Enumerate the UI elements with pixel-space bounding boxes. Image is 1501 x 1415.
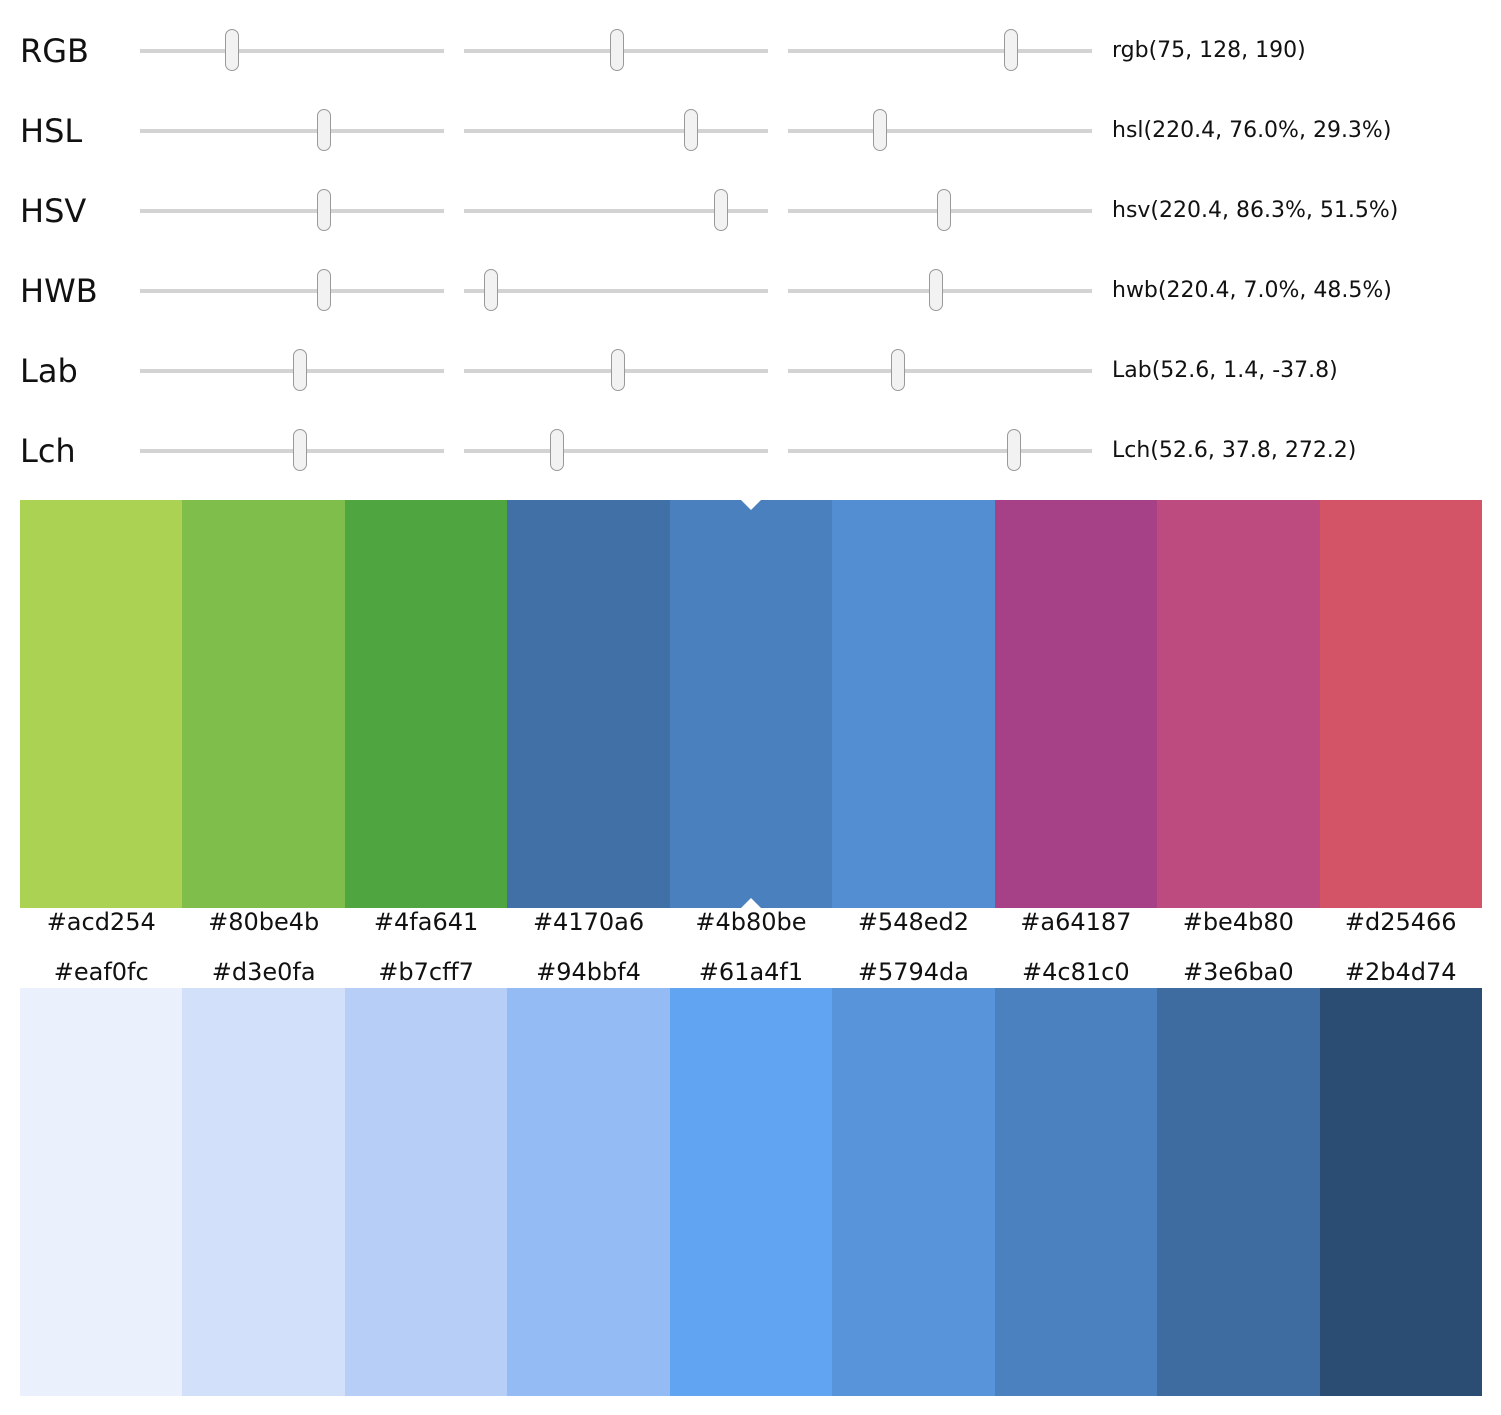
slider-handle[interactable] <box>1004 29 1019 71</box>
slider-row-hsv: HSV hsv(220.4, 86.3%, 51.5%) <box>0 171 1501 251</box>
slider-handle[interactable] <box>484 269 499 311</box>
slider-track[interactable] <box>464 109 768 151</box>
slider-track[interactable] <box>788 109 1092 151</box>
slider-handle[interactable] <box>317 189 332 231</box>
slider-row-lch: Lch Lch(52.6, 37.8, 272.2) <box>0 411 1501 491</box>
swatch-hex-label: #5794da <box>857 958 969 986</box>
model-value: Lch(52.6, 37.8, 272.2) <box>1112 438 1357 463</box>
slider-handle[interactable] <box>225 29 240 71</box>
swatch-hex-label: #548ed2 <box>857 908 969 936</box>
color-swatch[interactable] <box>1157 988 1320 1396</box>
slider-handle[interactable] <box>1007 429 1022 471</box>
slider-track[interactable] <box>140 109 444 151</box>
slider-track[interactable] <box>140 189 444 231</box>
model-value: hsv(220.4, 86.3%, 51.5%) <box>1112 198 1399 223</box>
slider-handle[interactable] <box>714 189 729 231</box>
model-label: HSV <box>20 192 87 230</box>
swatch-hex-label: #eaf0fc <box>53 958 149 986</box>
model-value: Lab(52.6, 1.4, -37.8) <box>1112 358 1338 383</box>
slider-track[interactable] <box>788 349 1092 391</box>
model-value: hsl(220.4, 76.0%, 29.3%) <box>1112 118 1392 143</box>
color-swatch[interactable] <box>182 500 345 908</box>
slider-track[interactable] <box>140 269 444 311</box>
swatch-hex-label: #61a4f1 <box>698 958 804 986</box>
slider-track[interactable] <box>464 349 768 391</box>
color-swatch[interactable] <box>994 988 1158 1396</box>
slider-track[interactable] <box>464 429 768 471</box>
color-swatch[interactable] <box>507 988 670 1396</box>
slider-row-rgb: RGB rgb(75, 128, 190) <box>0 11 1501 91</box>
slider-track[interactable] <box>140 349 444 391</box>
swatch-hex-label: #4fa641 <box>373 908 479 936</box>
color-swatch[interactable] <box>20 988 183 1396</box>
swatch-hex-label: #4b80be <box>695 908 807 936</box>
swatch-hex-label: #2b4d74 <box>1344 958 1457 986</box>
color-swatch[interactable] <box>994 500 1158 908</box>
color-swatch[interactable] <box>669 500 833 908</box>
color-swatch[interactable] <box>1157 500 1320 908</box>
model-value: rgb(75, 128, 190) <box>1112 38 1306 63</box>
model-label: HWB <box>20 272 98 310</box>
slider-handle[interactable] <box>611 349 626 391</box>
slider-track[interactable] <box>788 269 1092 311</box>
slider-handle[interactable] <box>292 349 307 391</box>
swatch-hex-label: #a64187 <box>1020 908 1132 936</box>
slider-handle[interactable] <box>890 349 905 391</box>
color-swatch[interactable] <box>344 500 508 908</box>
harmony-swatch-strip <box>20 500 1482 908</box>
slider-handle[interactable] <box>872 109 887 151</box>
swatch-hex-label: #acd254 <box>46 908 156 936</box>
swatch-hex-label: #4c81c0 <box>1022 958 1130 986</box>
slider-row-hsl: HSL hsl(220.4, 76.0%, 29.3%) <box>0 91 1501 171</box>
color-swatch[interactable] <box>832 988 995 1396</box>
slider-track[interactable] <box>788 189 1092 231</box>
model-label: Lch <box>20 432 76 470</box>
selected-marker-bottom <box>741 898 761 908</box>
slider-handle[interactable] <box>609 29 624 71</box>
color-swatch[interactable] <box>832 500 995 908</box>
color-swatch[interactable] <box>1319 500 1482 908</box>
slider-track[interactable] <box>140 29 444 71</box>
slider-handle[interactable] <box>937 189 952 231</box>
color-swatch[interactable] <box>669 988 833 1396</box>
slider-row-lab: Lab Lab(52.6, 1.4, -37.8) <box>0 331 1501 411</box>
slider-handle[interactable] <box>928 269 943 311</box>
swatch-hex-label: #80be4b <box>208 908 320 936</box>
swatch-hex-label: #94bbf4 <box>536 958 641 986</box>
color-swatch[interactable] <box>344 988 508 1396</box>
slider-track[interactable] <box>788 429 1092 471</box>
swatch-hex-label: #b7cff7 <box>378 958 474 986</box>
color-swatch[interactable] <box>20 500 183 908</box>
color-swatch[interactable] <box>182 988 345 1396</box>
shade-labels: #eaf0fc #d3e0fa #b7cff7 #94bbf4 #61a4f1 #5794… <box>20 958 1482 986</box>
model-label: HSL <box>20 112 83 150</box>
model-label: Lab <box>20 352 78 390</box>
slider-track[interactable] <box>140 429 444 471</box>
shade-swatch-strip <box>20 988 1482 1396</box>
swatch-hex-label: #4170a6 <box>532 908 645 936</box>
color-swatch[interactable] <box>1319 988 1482 1396</box>
slider-track[interactable] <box>464 29 768 71</box>
model-value: hwb(220.4, 7.0%, 48.5%) <box>1112 278 1392 303</box>
slider-handle[interactable] <box>292 429 307 471</box>
slider-track[interactable] <box>464 269 768 311</box>
swatch-hex-label: #3e6ba0 <box>1182 958 1294 986</box>
slider-handle[interactable] <box>317 269 332 311</box>
slider-track[interactable] <box>788 29 1092 71</box>
harmony-labels: #acd254 #80be4b #4fa641 #4170a6 #4b80be #548e… <box>20 908 1482 936</box>
swatch-hex-label: #d25466 <box>1344 908 1457 936</box>
color-swatch[interactable] <box>507 500 670 908</box>
slider-handle[interactable] <box>549 429 564 471</box>
slider-handle[interactable] <box>684 109 699 151</box>
slider-track[interactable] <box>464 189 768 231</box>
selected-marker-top <box>741 500 761 510</box>
slider-handle[interactable] <box>317 109 332 151</box>
model-label: RGB <box>20 32 89 70</box>
slider-row-hwb: HWB hwb(220.4, 7.0%, 48.5%) <box>0 251 1501 331</box>
swatch-hex-label: #be4b80 <box>1182 908 1294 936</box>
swatch-hex-label: #d3e0fa <box>211 958 316 986</box>
